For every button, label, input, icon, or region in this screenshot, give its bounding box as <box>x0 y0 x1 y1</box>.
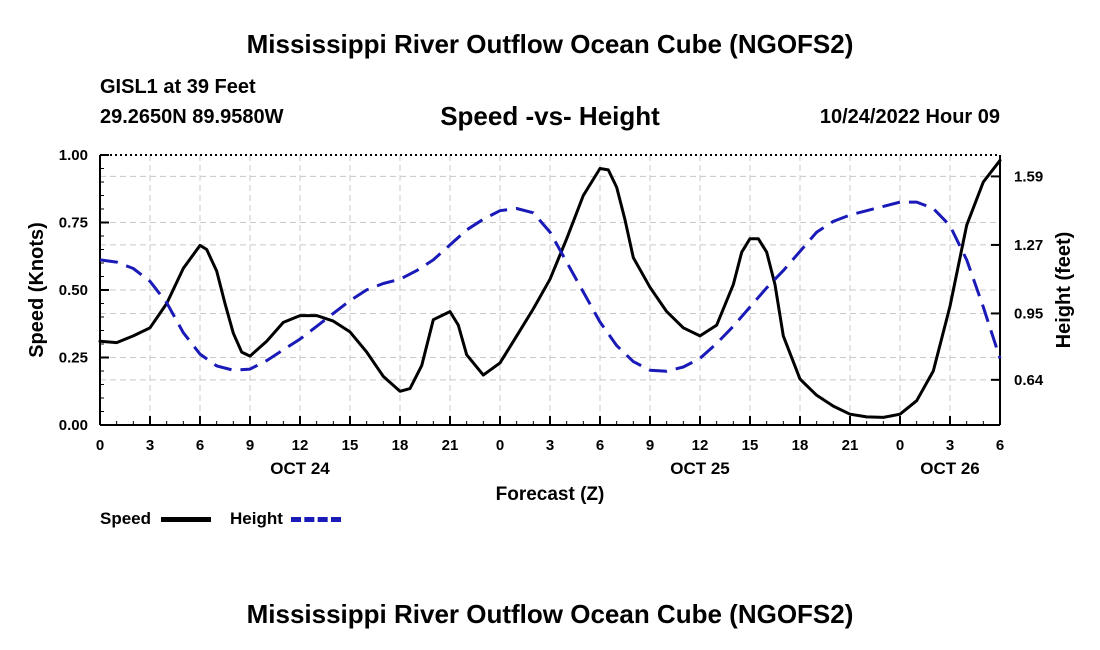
y-axis-label: Speed (Knots) <box>26 222 48 358</box>
series-line-speed <box>98 158 1002 419</box>
x-tick-label: 6 <box>596 437 604 454</box>
y-tick-label: 0.00 <box>59 417 88 434</box>
x-tick-label: 9 <box>646 437 654 454</box>
x-tick-label: 15 <box>742 437 759 454</box>
x-tick-label: 6 <box>996 437 1004 454</box>
legend-speed-label: Speed <box>100 509 152 528</box>
forecast-datetime: 10/24/2022 Hour 09 <box>819 106 1000 128</box>
y2-tick-label: 0.64 <box>1014 372 1044 389</box>
x-tick-label: 18 <box>792 437 809 454</box>
y2-tick-label: 1.59 <box>1014 168 1043 185</box>
chart-subtitle: Speed -vs- Height <box>440 101 660 131</box>
station-coordinates: 29.2650N 89.9580W <box>100 106 284 128</box>
x-tick-label: 6 <box>196 437 204 454</box>
y2-tick-label: 1.27 <box>1014 237 1043 254</box>
x-tick-label: 3 <box>546 437 554 454</box>
footer-title: Mississippi River Outflow Ocean Cube (NG… <box>246 599 854 629</box>
legend-speed-swatch <box>161 517 211 522</box>
x-date-label: OCT 25 <box>670 459 730 478</box>
x-tick-label: 12 <box>292 437 309 454</box>
legend-height-label: Height <box>230 509 283 528</box>
x-tick-label: 0 <box>896 437 904 454</box>
x-tick-label: 0 <box>96 437 104 454</box>
x-tick-label: 3 <box>146 437 154 454</box>
y-tick-label: 0.50 <box>59 282 88 299</box>
y-tick-label: 1.00 <box>59 147 88 164</box>
x-tick-label: 18 <box>392 437 409 454</box>
x-date-label: OCT 26 <box>920 459 980 478</box>
y-tick-label: 0.75 <box>59 215 88 232</box>
x-tick-label: 15 <box>342 437 359 454</box>
station-label: GISL1 at 39 Feet <box>100 76 256 98</box>
y2-tick-label: 0.95 <box>1014 305 1043 322</box>
x-tick-label: 21 <box>842 437 859 454</box>
y-tick-label: 0.25 <box>59 350 88 367</box>
x-tick-label: 0 <box>496 437 504 454</box>
chart-title: Mississippi River Outflow Ocean Cube (NG… <box>246 29 854 59</box>
x-axis-label: Forecast (Z) <box>496 484 605 505</box>
x-tick-label: 3 <box>946 437 954 454</box>
x-date-label: OCT 24 <box>270 459 330 478</box>
series-line-height <box>99 200 1002 373</box>
x-tick-label: 9 <box>246 437 254 454</box>
legend-height-swatch <box>291 517 341 522</box>
y2-axis-label: Height (feet) <box>1053 232 1075 349</box>
x-tick-label: 12 <box>692 437 709 454</box>
x-tick-label: 21 <box>442 437 459 454</box>
